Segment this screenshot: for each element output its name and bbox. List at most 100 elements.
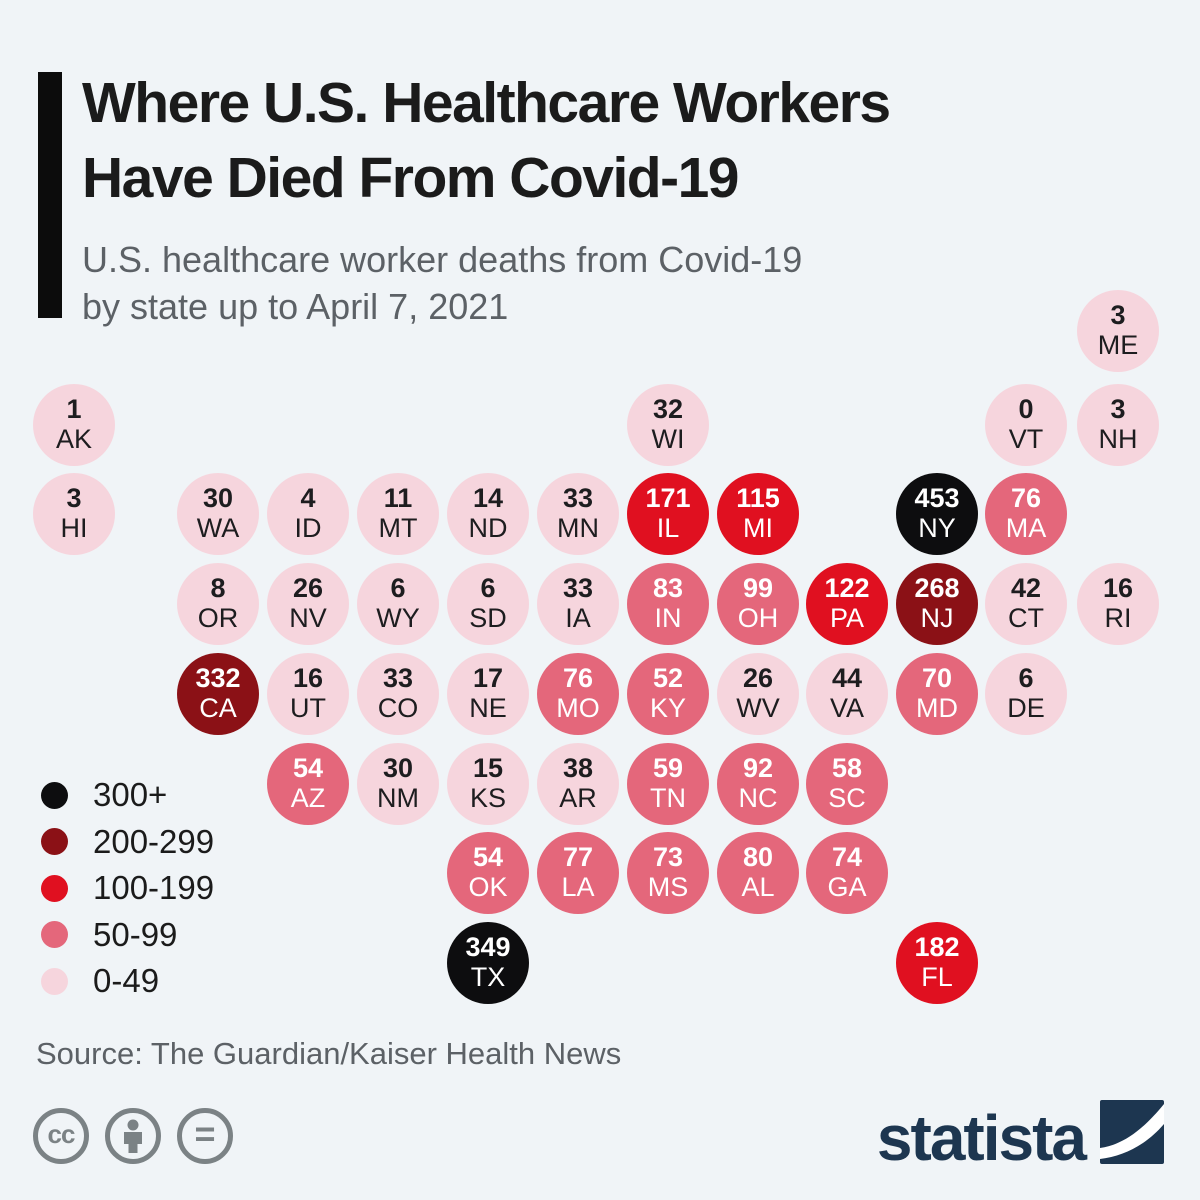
legend-item-300+: 300+ bbox=[41, 772, 214, 819]
state-tile-AZ: 54 AZ bbox=[267, 743, 349, 825]
state-abbr: NH bbox=[1098, 424, 1138, 454]
state-value: 99 bbox=[742, 573, 774, 604]
state-tile-WI: 32 WI bbox=[627, 384, 709, 466]
state-abbr: MS bbox=[647, 872, 689, 902]
state-tile-OH: 99 OH bbox=[717, 563, 799, 645]
state-value: 332 bbox=[195, 663, 241, 694]
state-abbr: OR bbox=[197, 603, 239, 633]
state-value: 1 bbox=[66, 394, 82, 425]
state-abbr: MN bbox=[557, 513, 599, 543]
state-value: 16 bbox=[1102, 573, 1134, 604]
state-value: 182 bbox=[914, 932, 960, 963]
state-value: 26 bbox=[742, 663, 774, 694]
state-value: 14 bbox=[472, 483, 504, 514]
state-tile-NY: 453 NY bbox=[896, 473, 978, 555]
state-tile-SD: 6 SD bbox=[447, 563, 529, 645]
state-tile-WA: 30 WA bbox=[177, 473, 259, 555]
state-abbr: HI bbox=[60, 513, 88, 543]
state-abbr: MO bbox=[556, 693, 600, 723]
state-tile-ME: 3 ME bbox=[1077, 290, 1159, 372]
state-value: 30 bbox=[202, 483, 234, 514]
legend-item-200-299: 200-299 bbox=[41, 819, 214, 866]
state-tile-OR: 8 OR bbox=[177, 563, 259, 645]
legend-dot-icon bbox=[41, 874, 68, 902]
state-abbr: ID bbox=[294, 513, 322, 543]
state-abbr: MT bbox=[378, 513, 418, 543]
state-abbr: TN bbox=[650, 783, 686, 813]
state-abbr: NM bbox=[377, 783, 419, 813]
state-tile-GA: 74 GA bbox=[806, 832, 888, 914]
state-value: 54 bbox=[472, 842, 504, 873]
person-glyph bbox=[124, 1119, 142, 1153]
state-tile-VT: 0 VT bbox=[985, 384, 1067, 466]
state-tile-NH: 3 NH bbox=[1077, 384, 1159, 466]
subtitle-line-2: by state up to April 7, 2021 bbox=[82, 286, 509, 327]
state-tile-WV: 26 WV bbox=[717, 653, 799, 735]
state-abbr: OH bbox=[737, 603, 779, 633]
state-abbr: AR bbox=[559, 783, 597, 813]
state-abbr: CO bbox=[377, 693, 419, 723]
statista-logo-icon bbox=[1100, 1100, 1164, 1164]
state-value: 17 bbox=[472, 663, 504, 694]
state-abbr: WI bbox=[651, 424, 685, 454]
state-abbr: GA bbox=[827, 872, 867, 902]
state-value: 44 bbox=[831, 663, 863, 694]
state-tile-MI: 115 MI bbox=[717, 473, 799, 555]
state-tile-RI: 16 RI bbox=[1077, 563, 1159, 645]
state-tile-IA: 33 IA bbox=[537, 563, 619, 645]
equals-glyph: = bbox=[194, 1112, 216, 1154]
state-tile-LA: 77 LA bbox=[537, 832, 619, 914]
state-abbr: VA bbox=[829, 693, 864, 723]
state-abbr: SD bbox=[469, 603, 507, 633]
state-value: 16 bbox=[292, 663, 324, 694]
attribution-person-icon bbox=[105, 1108, 161, 1164]
state-value: 80 bbox=[742, 842, 774, 873]
state-tile-MS: 73 MS bbox=[627, 832, 709, 914]
state-abbr: CT bbox=[1008, 603, 1044, 633]
state-abbr: MA bbox=[1005, 513, 1047, 543]
title-line-2: Have Died From Covid-19 bbox=[82, 146, 740, 210]
legend: 300+ 200-299 100-199 50-99 0-49 bbox=[41, 772, 214, 1005]
state-tile-CO: 33 CO bbox=[357, 653, 439, 735]
state-value: 33 bbox=[562, 483, 594, 514]
state-value: 26 bbox=[292, 573, 324, 604]
statista-wordmark: statista bbox=[876, 1101, 1087, 1174]
state-value: 54 bbox=[292, 753, 324, 784]
state-value: 76 bbox=[562, 663, 594, 694]
state-tile-WY: 6 WY bbox=[357, 563, 439, 645]
state-value: 115 bbox=[736, 483, 780, 514]
state-abbr: KY bbox=[649, 693, 687, 723]
state-tile-KY: 52 KY bbox=[627, 653, 709, 735]
state-value: 74 bbox=[831, 842, 863, 873]
legend-label: 0-49 bbox=[93, 962, 160, 1000]
state-abbr: IL bbox=[656, 513, 680, 543]
state-tile-MT: 11 MT bbox=[357, 473, 439, 555]
state-abbr: LA bbox=[561, 872, 595, 902]
state-value: 70 bbox=[921, 663, 953, 694]
state-abbr: IN bbox=[654, 603, 682, 633]
state-value: 59 bbox=[652, 753, 684, 784]
legend-dot-icon bbox=[41, 921, 68, 949]
state-tile-NV: 26 NV bbox=[267, 563, 349, 645]
legend-item-0-49: 0-49 bbox=[41, 958, 214, 1005]
state-tile-IN: 83 IN bbox=[627, 563, 709, 645]
state-value: 52 bbox=[652, 663, 684, 694]
page-title: Where U.S. Healthcare Workers Have Died … bbox=[82, 66, 891, 216]
state-abbr: ND bbox=[468, 513, 508, 543]
equals-icon: = bbox=[177, 1108, 233, 1164]
state-value: 30 bbox=[382, 753, 414, 784]
state-value: 6 bbox=[480, 573, 496, 604]
state-abbr: NE bbox=[469, 693, 507, 723]
state-tile-TX: 349 TX bbox=[447, 922, 529, 1004]
license-badges: cc = bbox=[33, 1108, 233, 1164]
state-tile-AK: 1 AK bbox=[33, 384, 115, 466]
state-value: 3 bbox=[1110, 300, 1126, 331]
state-value: 33 bbox=[382, 663, 414, 694]
state-tile-CT: 42 CT bbox=[985, 563, 1067, 645]
state-tile-UT: 16 UT bbox=[267, 653, 349, 735]
state-tile-NJ: 268 NJ bbox=[896, 563, 978, 645]
state-value: 83 bbox=[652, 573, 684, 604]
state-tile-ND: 14 ND bbox=[447, 473, 529, 555]
state-value: 171 bbox=[645, 483, 691, 514]
state-tile-IL: 171 IL bbox=[627, 473, 709, 555]
